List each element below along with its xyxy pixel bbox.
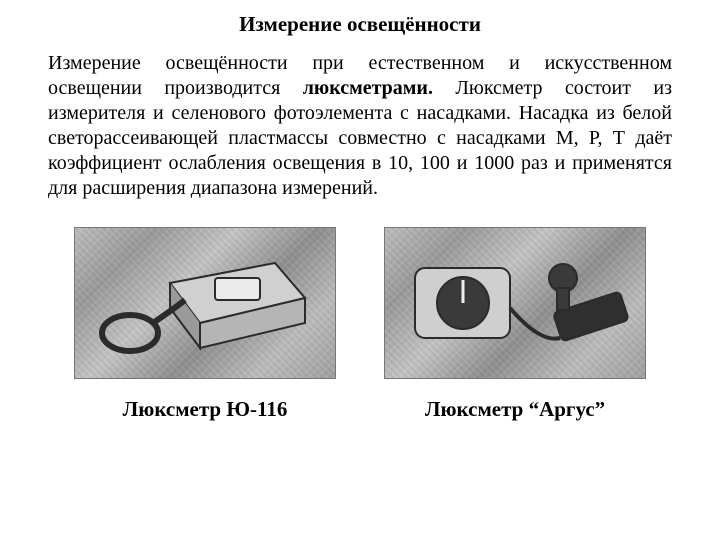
page-title: Измерение освещённости — [48, 12, 672, 37]
figure-2-image — [384, 227, 646, 379]
figure-1: Люксметр Ю-116 — [62, 227, 348, 422]
figure-1-caption: Люксметр Ю-116 — [123, 397, 288, 422]
figure-2: Люксметр “Аргус” — [372, 227, 658, 422]
figure-1-image — [74, 227, 336, 379]
luxmeter-argus-icon — [385, 228, 645, 378]
figure-2-caption: Люксметр “Аргус” — [425, 397, 605, 422]
document-page: Измерение освещённости Измерение освещён… — [0, 0, 720, 422]
figures-row: Люксметр Ю-116 Люксметр “Аргус” — [48, 227, 672, 422]
luxmeter-yu116-icon — [75, 228, 335, 378]
paragraph-bold-term: люксметрами. — [303, 77, 433, 99]
body-paragraph: Измерение освещённости при естественном … — [48, 51, 672, 201]
